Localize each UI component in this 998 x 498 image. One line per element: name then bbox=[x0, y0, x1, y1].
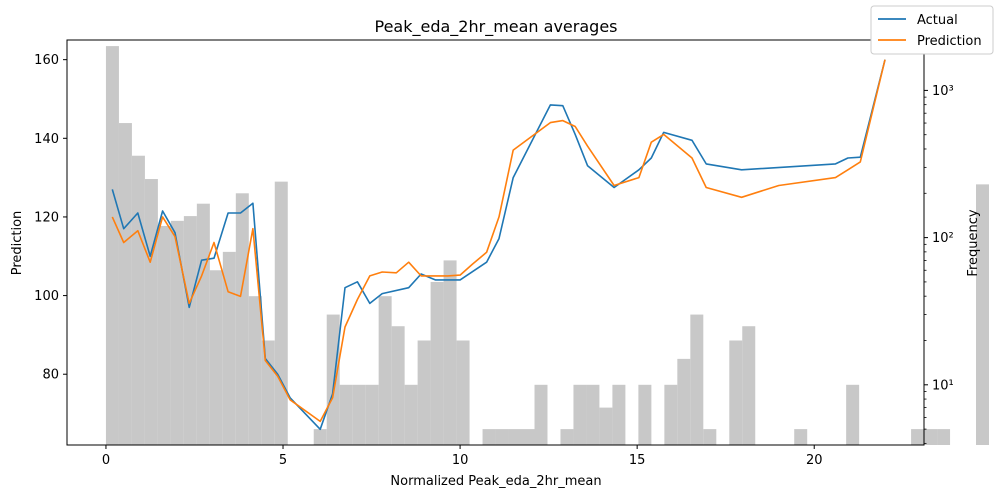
y-tick-label: 140 bbox=[34, 132, 59, 147]
histogram-bar bbox=[170, 220, 184, 445]
y-tick-label: 80 bbox=[42, 368, 59, 383]
histogram-bar bbox=[638, 384, 652, 445]
y-tick-label: 100 bbox=[34, 289, 59, 304]
histogram-bar bbox=[924, 429, 938, 445]
histogram-bar bbox=[209, 270, 223, 445]
histogram-bars bbox=[105, 46, 990, 445]
histogram-bar bbox=[729, 340, 743, 445]
histogram-bar bbox=[794, 429, 808, 445]
y2-tick-label: 10³ bbox=[932, 84, 954, 99]
x-tick-label: 5 bbox=[279, 453, 287, 468]
histogram-bar bbox=[248, 296, 262, 445]
histogram-bar bbox=[157, 225, 171, 445]
histogram-bar bbox=[846, 384, 860, 445]
x-axis: 0 5 10 15 20 bbox=[102, 445, 823, 468]
plot-frame bbox=[66, 39, 925, 446]
histogram-bar bbox=[118, 123, 132, 445]
histogram-bar bbox=[703, 429, 717, 445]
histogram-bar bbox=[352, 384, 366, 445]
histogram-bar bbox=[534, 384, 548, 445]
histogram-bar bbox=[937, 429, 951, 445]
histogram-bar bbox=[222, 251, 236, 445]
y-axis-left: 80 100 120 140 160 bbox=[34, 53, 67, 383]
chart-title: Peak_eda_2hr_mean averages bbox=[375, 17, 618, 37]
histogram-bar bbox=[443, 260, 457, 445]
histogram-bar bbox=[105, 46, 119, 445]
legend-label-prediction: Prediction bbox=[917, 34, 982, 49]
y2-tick-label: 10¹ bbox=[932, 378, 954, 393]
histogram-bar bbox=[690, 314, 704, 445]
histogram-bar bbox=[274, 181, 288, 445]
legend-box bbox=[870, 5, 994, 55]
histogram-bar bbox=[911, 429, 925, 445]
legend: Actual Prediction bbox=[870, 5, 994, 55]
series-line-actual bbox=[111, 59, 886, 431]
histogram-bar bbox=[573, 384, 587, 445]
histogram-bar bbox=[391, 326, 405, 445]
histogram-bar bbox=[144, 179, 158, 445]
histogram-bar bbox=[196, 203, 210, 445]
y-axis-label: Prediction bbox=[10, 211, 25, 276]
histogram-bar bbox=[430, 281, 444, 445]
histogram-bar bbox=[508, 429, 522, 445]
histogram-bar bbox=[612, 384, 626, 445]
y2-tick-label: 10² bbox=[932, 231, 954, 246]
x-tick-label: 0 bbox=[102, 453, 110, 468]
y-tick-label: 120 bbox=[34, 210, 59, 225]
histogram-bar bbox=[417, 340, 431, 445]
histogram-bar bbox=[976, 184, 990, 445]
legend-label-actual: Actual bbox=[917, 13, 958, 28]
histogram-bar bbox=[586, 384, 600, 445]
histogram-bar bbox=[365, 384, 379, 445]
y-axis-right: 10¹ 10² 10³ bbox=[924, 45, 954, 444]
histogram-bar bbox=[131, 155, 145, 445]
series-line-prediction bbox=[111, 59, 886, 423]
histogram-bar bbox=[235, 193, 249, 445]
y2-axis-label: Frequency bbox=[966, 209, 981, 276]
histogram-bar bbox=[456, 340, 470, 445]
histogram-bar bbox=[742, 326, 756, 445]
histogram-bar bbox=[326, 314, 340, 445]
y-tick-label: 160 bbox=[34, 53, 59, 68]
histogram-bar bbox=[677, 358, 691, 445]
histogram-bar bbox=[261, 340, 275, 445]
histogram-bar bbox=[378, 296, 392, 445]
x-tick-label: 20 bbox=[806, 453, 823, 468]
histogram-bar bbox=[183, 216, 197, 445]
histogram-bar bbox=[521, 429, 535, 445]
x-tick-label: 10 bbox=[452, 453, 469, 468]
histogram-bar bbox=[339, 384, 353, 445]
histogram-bar bbox=[404, 384, 418, 445]
series-lines bbox=[111, 59, 886, 431]
histogram-bar bbox=[664, 384, 678, 445]
histogram-bar bbox=[495, 429, 509, 445]
histogram-bar bbox=[560, 429, 574, 445]
histogram-bar bbox=[599, 407, 613, 445]
x-axis-label: Normalized Peak_eda_2hr_mean bbox=[390, 474, 601, 489]
x-tick-label: 15 bbox=[629, 453, 646, 468]
histogram-bar bbox=[482, 429, 496, 445]
histogram-bar bbox=[313, 429, 327, 445]
